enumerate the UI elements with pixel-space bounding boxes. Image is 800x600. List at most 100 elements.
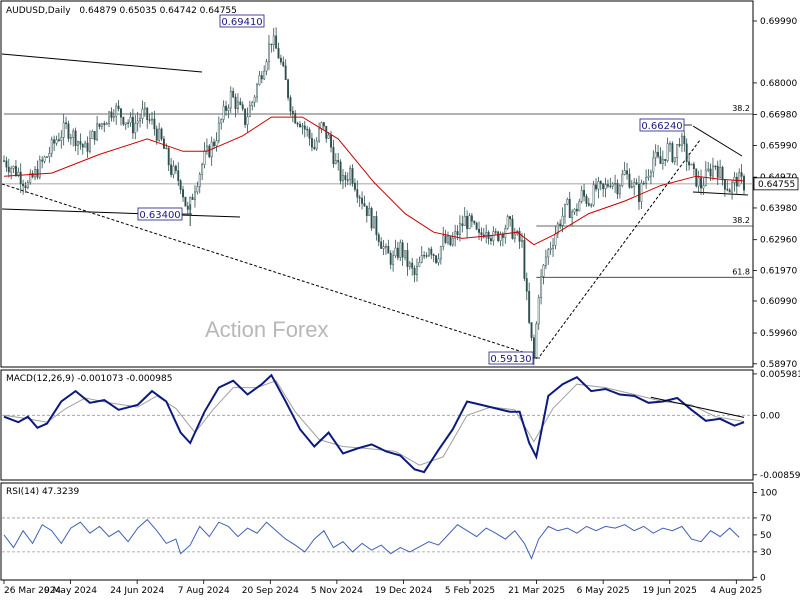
candle-body xyxy=(389,252,392,265)
candle xyxy=(79,133,82,150)
candle-body xyxy=(645,177,648,184)
candle xyxy=(26,179,29,190)
candle-body xyxy=(726,188,729,191)
candle xyxy=(554,226,557,250)
candle xyxy=(177,162,180,187)
candle-body xyxy=(86,142,89,152)
candle-body xyxy=(683,135,686,145)
candle xyxy=(53,135,56,152)
candle-body xyxy=(108,111,110,124)
candle-body xyxy=(5,160,8,168)
candle xyxy=(244,108,247,128)
candle-body xyxy=(289,97,292,112)
candle-body xyxy=(208,145,211,158)
candle xyxy=(236,93,239,113)
candle-body xyxy=(172,165,175,175)
price-annotation-box xyxy=(219,14,265,28)
candle-body xyxy=(602,183,605,190)
candle xyxy=(282,56,285,68)
candle-body xyxy=(401,242,404,258)
candle xyxy=(635,178,638,185)
candle-body xyxy=(196,186,199,193)
candle-body xyxy=(77,141,79,147)
axis-layer: 0.699900.680000.669800.659900.649700.639… xyxy=(3,17,800,596)
candle-body xyxy=(578,201,581,212)
candle xyxy=(291,106,294,123)
candle xyxy=(205,138,208,155)
candle xyxy=(618,184,621,199)
candle-body xyxy=(547,249,550,258)
candle-body xyxy=(120,108,122,118)
candle-body xyxy=(657,151,660,157)
dashed-channel-line xyxy=(1,183,536,357)
candle-body xyxy=(160,128,163,140)
candle-body xyxy=(55,139,58,144)
candle xyxy=(3,155,5,162)
candle xyxy=(167,146,170,172)
candle xyxy=(404,250,406,261)
candle xyxy=(716,160,719,185)
candle xyxy=(50,136,53,158)
candle-body xyxy=(301,125,304,128)
candle-body xyxy=(46,156,48,158)
candle xyxy=(449,235,452,247)
candle-body xyxy=(425,255,428,257)
candle xyxy=(363,195,366,207)
price-tick-label: 0.68000 xyxy=(760,79,797,89)
candle-body xyxy=(671,143,674,163)
candle-body xyxy=(633,182,636,187)
candle-body xyxy=(506,216,509,229)
candle xyxy=(683,131,686,152)
candle xyxy=(334,153,337,165)
candle xyxy=(392,250,395,272)
candle xyxy=(24,181,27,193)
candle xyxy=(688,152,691,171)
candle xyxy=(72,128,75,147)
candle-body xyxy=(158,128,161,141)
candle-body xyxy=(561,215,564,226)
candle xyxy=(575,203,578,217)
candle xyxy=(511,215,514,240)
candle xyxy=(721,165,724,186)
candle xyxy=(210,136,213,166)
candle-body xyxy=(511,218,514,239)
candle xyxy=(256,82,258,103)
price-tick-label: 0.65990 xyxy=(760,141,797,151)
candle-body xyxy=(265,61,268,72)
candle xyxy=(396,241,399,261)
candle xyxy=(160,127,163,141)
candle-body xyxy=(380,241,383,249)
candle xyxy=(735,172,738,195)
candle-body xyxy=(427,248,430,257)
candle xyxy=(638,175,640,210)
candle-body xyxy=(544,256,547,266)
candle xyxy=(74,127,77,152)
candle-body xyxy=(735,176,738,187)
candle xyxy=(454,224,457,247)
candle xyxy=(401,239,404,266)
candle xyxy=(597,176,600,199)
price-annotation-label: 0.59130 xyxy=(490,354,531,365)
candle-body xyxy=(258,75,261,86)
candle xyxy=(413,265,416,283)
candle xyxy=(349,165,352,186)
candle-body xyxy=(606,184,609,187)
candle-body xyxy=(256,84,258,98)
candle xyxy=(55,135,58,146)
candle-body xyxy=(556,223,559,235)
candle xyxy=(342,169,344,189)
candle xyxy=(377,232,380,247)
candle xyxy=(425,252,428,259)
candle-body xyxy=(728,189,731,193)
candle-body xyxy=(203,150,206,165)
candle xyxy=(676,143,679,166)
candle xyxy=(585,193,588,208)
candle-body xyxy=(640,182,643,202)
macd-tick-label: -0.00859 xyxy=(760,471,800,481)
candle-body xyxy=(738,172,741,187)
rsi-layer xyxy=(2,517,753,560)
x-tick-label: 6 May 2025 xyxy=(577,586,630,596)
rsi-tick-label: 70 xyxy=(760,514,772,524)
candle-body xyxy=(182,189,184,198)
